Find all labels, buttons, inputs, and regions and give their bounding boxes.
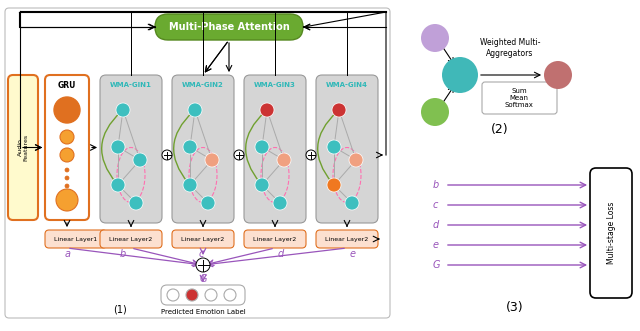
Text: Linear Layer1: Linear Layer1 — [54, 237, 97, 242]
Circle shape — [273, 196, 287, 210]
Text: c: c — [433, 200, 438, 210]
Text: G: G — [433, 260, 440, 270]
FancyBboxPatch shape — [161, 285, 245, 305]
Text: a: a — [65, 249, 71, 259]
Circle shape — [234, 150, 244, 160]
FancyBboxPatch shape — [482, 82, 557, 114]
Circle shape — [65, 168, 69, 172]
Text: WMA-GIN3: WMA-GIN3 — [254, 82, 296, 88]
FancyBboxPatch shape — [100, 75, 162, 223]
Circle shape — [255, 140, 269, 154]
Text: GRU: GRU — [58, 80, 76, 89]
FancyBboxPatch shape — [316, 230, 378, 248]
Circle shape — [224, 289, 236, 301]
Circle shape — [188, 103, 202, 117]
Circle shape — [196, 258, 210, 272]
Circle shape — [306, 150, 316, 160]
Text: e: e — [350, 249, 356, 259]
Text: (3): (3) — [506, 302, 524, 314]
Circle shape — [162, 150, 172, 160]
Text: Predicted Emotion Label: Predicted Emotion Label — [161, 309, 245, 315]
Circle shape — [205, 289, 217, 301]
Text: c: c — [198, 249, 204, 259]
Circle shape — [277, 153, 291, 167]
FancyBboxPatch shape — [45, 75, 89, 220]
Circle shape — [133, 153, 147, 167]
Circle shape — [345, 196, 359, 210]
Circle shape — [442, 57, 478, 93]
Circle shape — [327, 140, 341, 154]
Circle shape — [65, 184, 69, 188]
FancyBboxPatch shape — [155, 14, 303, 40]
Circle shape — [65, 176, 69, 180]
Circle shape — [201, 196, 215, 210]
Text: Weighted Multi-
Aggregators: Weighted Multi- Aggregators — [480, 38, 540, 58]
FancyBboxPatch shape — [172, 230, 234, 248]
Circle shape — [129, 196, 143, 210]
FancyBboxPatch shape — [8, 75, 38, 220]
Circle shape — [54, 97, 80, 123]
Circle shape — [116, 103, 130, 117]
FancyBboxPatch shape — [100, 230, 162, 248]
Text: (2): (2) — [491, 123, 509, 136]
Circle shape — [421, 24, 449, 52]
Circle shape — [349, 153, 363, 167]
FancyBboxPatch shape — [590, 168, 632, 298]
Circle shape — [111, 140, 125, 154]
Circle shape — [255, 178, 269, 192]
Text: WMA-GIN1: WMA-GIN1 — [110, 82, 152, 88]
Circle shape — [167, 289, 179, 301]
FancyBboxPatch shape — [172, 75, 234, 223]
Text: Linear Layer2: Linear Layer2 — [109, 237, 152, 242]
Text: (1): (1) — [114, 305, 127, 315]
Text: b: b — [120, 249, 126, 259]
Circle shape — [327, 178, 341, 192]
Text: Multi-Phase Attention: Multi-Phase Attention — [168, 22, 289, 32]
Circle shape — [60, 130, 74, 144]
Circle shape — [544, 61, 572, 89]
Circle shape — [186, 289, 198, 301]
Text: G: G — [199, 274, 207, 284]
Text: b: b — [433, 180, 439, 190]
Text: Multi-stage Loss: Multi-stage Loss — [607, 202, 616, 264]
Circle shape — [183, 140, 197, 154]
Text: Audio
Features: Audio Features — [17, 134, 28, 161]
Circle shape — [260, 103, 274, 117]
Circle shape — [60, 148, 74, 162]
Circle shape — [421, 98, 449, 126]
Text: Linear Layer2: Linear Layer2 — [181, 237, 225, 242]
Circle shape — [332, 103, 346, 117]
Text: e: e — [433, 240, 439, 250]
Text: WMA-GIN4: WMA-GIN4 — [326, 82, 368, 88]
FancyBboxPatch shape — [45, 230, 107, 248]
FancyBboxPatch shape — [244, 230, 306, 248]
Text: d: d — [278, 249, 284, 259]
Text: WMA-GIN2: WMA-GIN2 — [182, 82, 224, 88]
Circle shape — [183, 178, 197, 192]
Text: Sum
Mean
Softmax: Sum Mean Softmax — [504, 88, 533, 108]
FancyBboxPatch shape — [316, 75, 378, 223]
Circle shape — [56, 189, 78, 211]
FancyBboxPatch shape — [244, 75, 306, 223]
Circle shape — [205, 153, 219, 167]
Text: Linear Layer2: Linear Layer2 — [325, 237, 369, 242]
Text: Linear Layer2: Linear Layer2 — [253, 237, 296, 242]
Circle shape — [111, 178, 125, 192]
Text: d: d — [433, 220, 439, 230]
